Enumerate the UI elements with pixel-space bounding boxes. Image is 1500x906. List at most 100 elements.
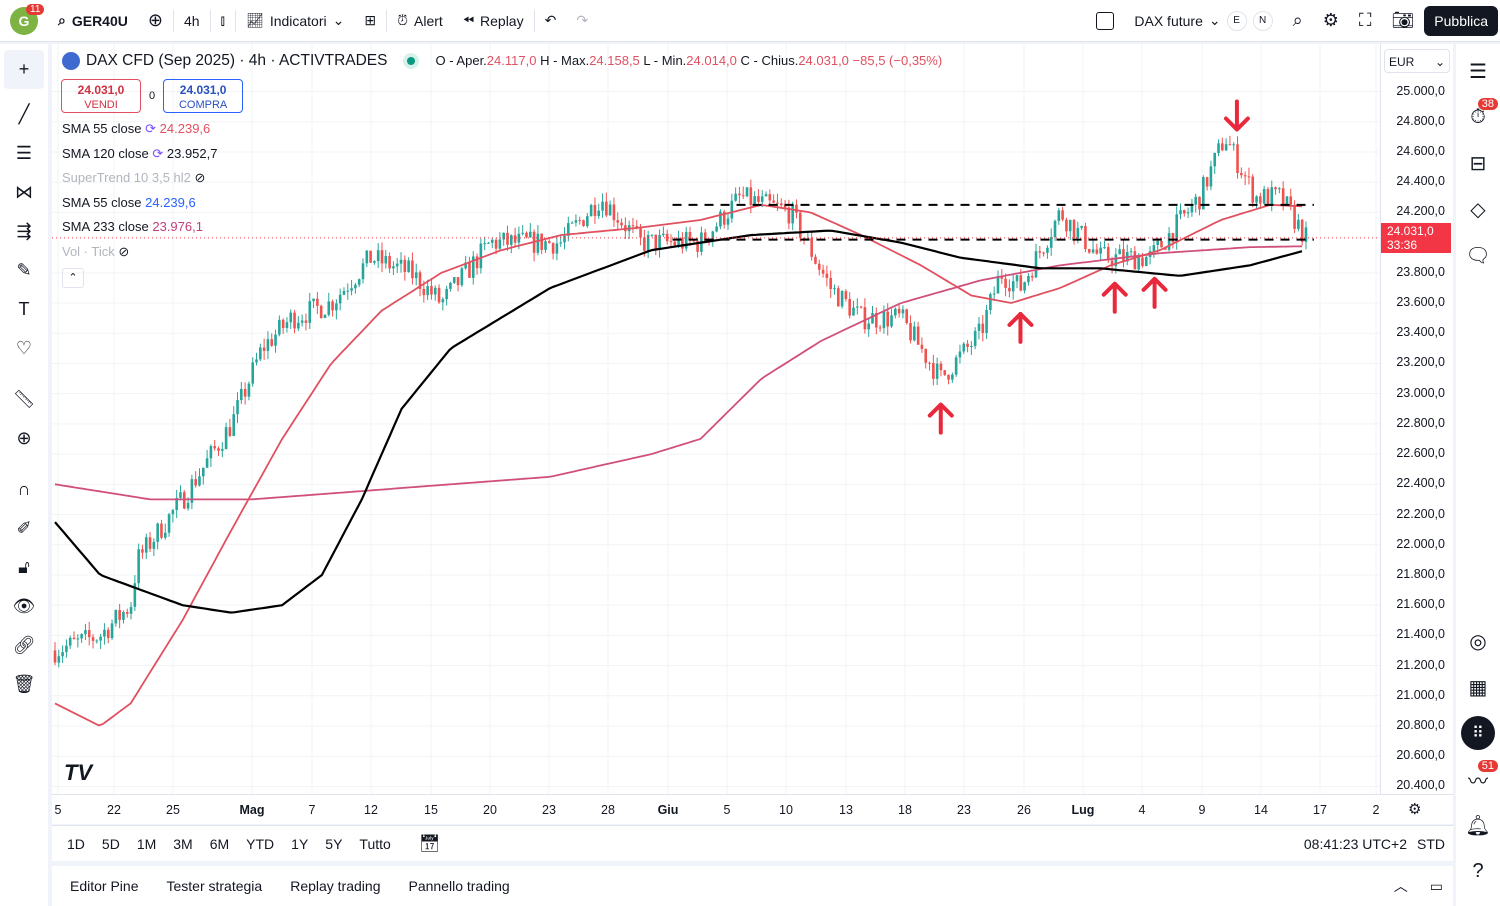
clock[interactable]: 08:41:23 UTC+2: [1303, 835, 1407, 852]
time-label: 2: [1372, 803, 1380, 817]
goto-date-icon[interactable]: 📅︎: [418, 833, 441, 853]
range-1m[interactable]: 1M: [136, 835, 157, 852]
candle-body: [144, 537, 148, 553]
candle-body: [540, 233, 544, 250]
brush-tool[interactable]: ✎: [0, 251, 48, 290]
indicator-sma55-2[interactable]: SMA 55 close 24.239,6: [62, 194, 196, 210]
range-1d[interactable]: 1D: [67, 835, 85, 852]
settings-button[interactable]: ⚙︎: [1313, 0, 1349, 42]
collapse-panel-icon[interactable]: ︿: [1393, 878, 1408, 894]
range-5d[interactable]: 5D: [101, 835, 120, 852]
arrow-up-icon: [927, 402, 954, 435]
alert-button[interactable]: ⏰︎ Alert: [387, 0, 453, 42]
price-label: 23.600,0: [1396, 295, 1445, 310]
object-tree-button[interactable]: ⊟: [1456, 140, 1500, 186]
candle-body: [365, 250, 369, 264]
trendline-tool[interactable]: ╱: [0, 95, 48, 134]
lock-drawings-tool[interactable]: 🔓︎: [0, 548, 48, 587]
symbol-search[interactable]: ⌕ GER40U: [48, 0, 138, 42]
session-n-button[interactable]: N: [1252, 10, 1273, 31]
candle-body: [316, 298, 319, 306]
bottom-tab[interactable]: Pannello trading: [408, 878, 510, 894]
hide-drawings-tool[interactable]: 👁︎: [0, 587, 48, 626]
news-button[interactable]: 〰 51: [1456, 756, 1500, 802]
bottom-tab[interactable]: Replay trading: [290, 878, 381, 894]
layers-button[interactable]: ◇: [1456, 186, 1500, 232]
quick-search-button[interactable]: ⌕: [1283, 0, 1313, 42]
redo-button[interactable]: ↷: [566, 0, 598, 42]
time-label: 18: [898, 803, 912, 817]
chart-type-button[interactable]: ⫾: [211, 0, 235, 42]
crosshair-tool[interactable]: +: [4, 50, 44, 89]
ideas-button[interactable]: ◎: [1456, 618, 1500, 664]
range-5y[interactable]: 5Y: [325, 835, 343, 852]
alerts-button[interactable]: ⏱︎ 38: [1456, 94, 1500, 140]
session-e-button[interactable]: E: [1226, 10, 1247, 31]
price-axis[interactable]: EUR ⌄ 25.000,0 24.800,0 24.600,0 24.400,0 24.…: [1380, 44, 1453, 794]
calendar-button[interactable]: ▦: [1456, 664, 1500, 710]
undo-button[interactable]: ↶: [535, 0, 567, 42]
range-3m[interactable]: 3M: [173, 835, 193, 852]
candle-body: [1091, 249, 1095, 253]
range-ytd[interactable]: YTD: [246, 835, 275, 852]
bottom-tab[interactable]: Editor Pine: [70, 878, 139, 894]
time-label: 26: [1017, 803, 1031, 817]
indicator-supertrend[interactable]: SuperTrend 10 3,5 hl2 ⊘: [62, 170, 206, 185]
stay-drawing-tool[interactable]: ✐: [0, 509, 48, 548]
compare-symbol[interactable]: DAX future ⌄ E N: [1086, 0, 1282, 42]
indicator-volume[interactable]: Vol · Tick ⊘: [62, 243, 130, 259]
indicator-sma233[interactable]: SMA 233 close 23.976,1: [62, 219, 203, 234]
sync-drawings-tool[interactable]: 🔗︎: [0, 626, 48, 665]
zoom-tool[interactable]: ⊕: [0, 419, 48, 458]
text-tool[interactable]: T: [0, 290, 48, 329]
user-avatar[interactable]: G 11: [0, 0, 48, 42]
watchlist-button[interactable]: ☰: [1456, 48, 1500, 94]
trade-buttons: 24.031,0 VENDI 0 24.031,0 COMPRA: [61, 79, 244, 113]
fullscreen-button[interactable]: ⛶: [1349, 0, 1382, 42]
fib-tool[interactable]: ☰: [0, 134, 48, 173]
range-1y[interactable]: 1Y: [291, 835, 309, 852]
candle-body: [76, 638, 80, 640]
notifications-button[interactable]: 🔔︎: [1456, 802, 1500, 848]
candle-body: [829, 278, 832, 289]
measure-tool[interactable]: 📏︎: [0, 380, 48, 419]
apps-button[interactable]: ⠿: [1456, 710, 1500, 756]
publish-button[interactable]: Pubblica: [1424, 5, 1498, 36]
price-label: 23.200,0: [1396, 355, 1445, 370]
collapse-legend-button[interactable]: ⌃: [62, 268, 84, 288]
add-symbol-button[interactable]: ⊕: [138, 0, 173, 42]
prediction-tool[interactable]: ⇶: [0, 212, 48, 251]
chat-button[interactable]: 🗨︎: [1456, 232, 1500, 278]
indicator-sma120[interactable]: SMA 120 close ⟳ 23.952,7: [62, 145, 218, 161]
help-button[interactable]: ?: [1456, 848, 1500, 894]
tradingview-logo[interactable]: TV: [64, 760, 93, 785]
sell-button[interactable]: 24.031,0 VENDI: [61, 79, 141, 113]
snapshot-button[interactable]: 📷︎: [1381, 0, 1424, 42]
candle-body: [506, 232, 509, 245]
brush-icon: ✎: [16, 260, 32, 280]
remove-drawings-tool[interactable]: 🗑︎: [0, 665, 48, 704]
magnet-tool[interactable]: ∩: [0, 470, 48, 509]
layouts-button[interactable]: ⊞: [354, 0, 386, 42]
replay-button[interactable]: ⏪︎ Replay: [453, 0, 534, 42]
buy-button[interactable]: 24.031,0 COMPRA: [163, 79, 244, 113]
chart-pane[interactable]: DAX CFD (Sep 2025) · 4h · ACTIVTRADES O …: [52, 44, 1380, 794]
indicator-sma55[interactable]: SMA 55 close ⟳ 24.239,6: [62, 121, 211, 136]
interval-button[interactable]: 4h: [183, 12, 200, 29]
pattern-tool[interactable]: ⋈: [0, 173, 48, 212]
bottom-tab[interactable]: Tester strategia: [166, 878, 263, 894]
indicators-button[interactable]: 📈︎ Indicatori ⌄: [236, 0, 354, 42]
session-button[interactable]: STD: [1417, 835, 1445, 852]
price-chart[interactable]: [52, 44, 1380, 794]
candles-icon: ⫾: [220, 12, 226, 28]
range-6m[interactable]: 6M: [209, 835, 230, 852]
maximize-panel-icon[interactable]: ▭: [1429, 877, 1443, 894]
icon-tool[interactable]: ♡: [0, 329, 48, 368]
range-tutto[interactable]: Tutto: [359, 835, 391, 852]
axis-settings-icon[interactable]: ⚙︎: [1408, 801, 1422, 818]
time-axis[interactable]: 5 22 25 Mag 7 12 15 20 23 28 Giu 5 10 13 18 23 26 Lug 4 9 14…: [52, 794, 1453, 824]
candle-body: [840, 291, 844, 307]
candle-body: [437, 287, 441, 303]
currency-select[interactable]: EUR ⌄: [1384, 49, 1450, 73]
candle-body: [209, 446, 213, 459]
